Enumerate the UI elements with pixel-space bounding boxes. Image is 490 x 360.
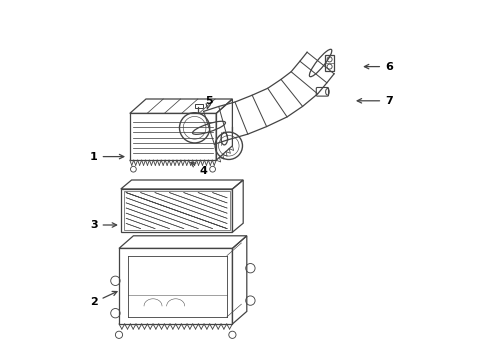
Text: 6: 6 [365, 62, 393, 72]
Text: 5: 5 [205, 96, 213, 109]
Text: 2: 2 [90, 292, 117, 307]
Text: 3: 3 [90, 220, 117, 230]
Text: 4: 4 [191, 162, 208, 176]
Text: 7: 7 [357, 96, 393, 106]
Text: 1: 1 [90, 152, 124, 162]
